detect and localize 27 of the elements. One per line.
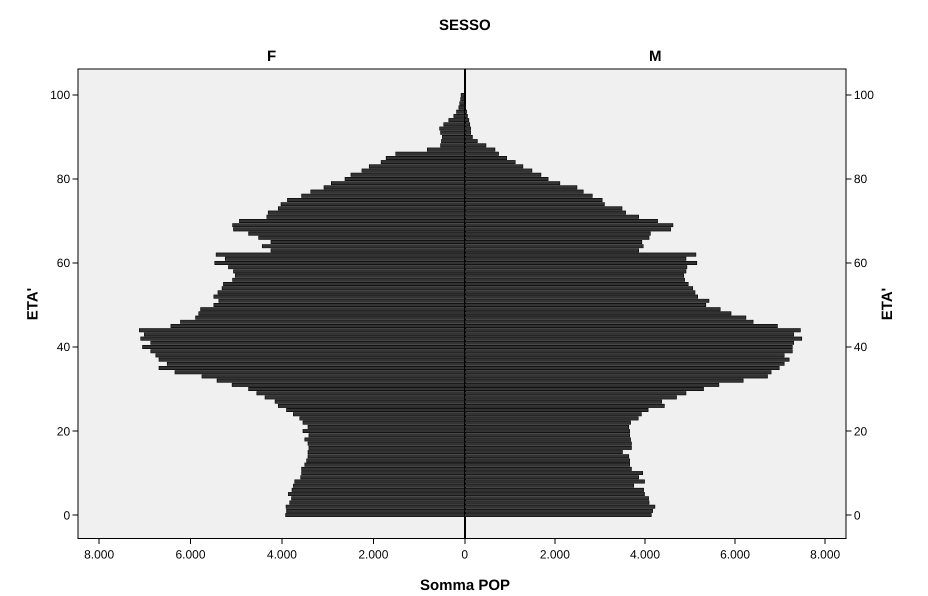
x-tick-label: 2.000 [540,548,570,562]
y-tick-label: 80 [56,172,70,186]
y-tick-label: 20 [56,424,70,438]
x-tick-label: 8.000 [84,548,114,562]
chart-title: M [649,48,662,65]
y-tick-label: 40 [854,340,868,354]
y-tick-label: 100 [50,88,70,102]
x-tick-label: 4.000 [266,548,298,562]
x-tick-label: 8.000 [810,548,841,562]
y-axis-title: ETA' [24,288,42,320]
y-tick-label: 80 [854,172,868,186]
y-tick-label: 0 [854,508,861,522]
x-axis-title: Somma POP [420,577,510,594]
chart-title: F [267,48,276,65]
y-axis-title: ETA' [879,288,896,320]
y-tick-label: 40 [56,340,70,354]
text: SESSO [439,17,492,34]
y-tick-label: 100 [854,88,874,102]
x-tick-label: 2.000 [358,548,389,562]
x-tick-label: 6.000 [720,548,750,562]
y-tick-label: 0 [63,508,70,522]
y-tick-label: 60 [854,256,868,270]
x-tick-label: 4.000 [630,548,660,562]
y-tick-label: 60 [56,256,70,270]
x-tick-label: 6.000 [176,548,206,562]
y-tick-label: 20 [854,424,868,438]
x-tick-label: 0 [461,548,468,562]
